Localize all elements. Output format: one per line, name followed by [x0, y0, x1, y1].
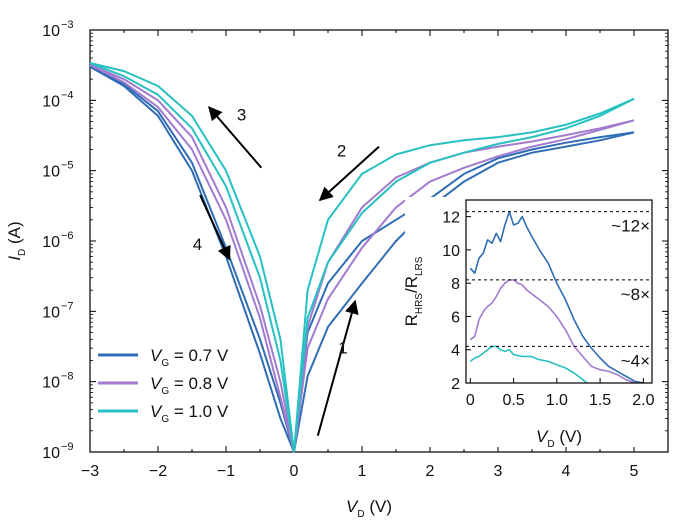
y-axis-title-unit: (A): [5, 221, 24, 248]
inset-x-tick-label: 0: [466, 392, 475, 409]
sweep-number-2: 2: [337, 141, 346, 160]
x-tick-label: −3: [81, 463, 99, 480]
legend-entry-sub: G: [161, 358, 169, 369]
y-tick-label: 10: [42, 93, 60, 110]
x-tick-label: 2: [426, 463, 435, 480]
x-tick-label: −1: [217, 463, 235, 480]
inset-x-tick-label: 2.0: [632, 392, 654, 409]
y-tick-exponent: −8: [61, 371, 74, 383]
inset-y-tick-label: 12: [442, 210, 460, 227]
y-axis-title-main: I: [5, 256, 24, 261]
y-axis-title-sub: D: [17, 249, 28, 256]
legend-entry-main: V: [150, 402, 163, 421]
y-tick-exponent: −3: [61, 19, 74, 31]
y-tick-exponent: −7: [61, 300, 74, 312]
legend-entry: VG = 0.8 V: [150, 374, 229, 397]
y-tick-label: 10: [42, 234, 60, 251]
legend-entry-value: = 0.7 V: [169, 346, 229, 365]
inset-series-0: [469, 210, 644, 384]
x-tick-label: 1: [358, 463, 367, 480]
sweep-number-3: 3: [237, 105, 246, 124]
inset-y-axis-title-sub2: LRS: [414, 256, 425, 276]
x-axis-title-unit: (V): [365, 497, 392, 516]
inset-reference-label: ~8×: [621, 285, 650, 304]
legend-entry-main: V: [150, 346, 163, 365]
x-tick-label: 0: [290, 463, 299, 480]
inset-x-tick-label: 1.0: [546, 392, 568, 409]
sweep-number-4: 4: [193, 235, 202, 254]
sweep-number-1: 1: [338, 339, 347, 358]
legend-entry-value: = 1.0 V: [169, 402, 229, 421]
y-tick-exponent: −9: [61, 441, 74, 453]
inset-x-axis-title-unit: (V): [555, 427, 582, 446]
y-tick-label: 10: [42, 375, 60, 392]
y-tick-exponent: −4: [61, 89, 74, 101]
y-axis-title: ID (A): [5, 221, 28, 260]
series-2-sweep-2: [293, 97, 635, 453]
legend-entry-sub: G: [161, 414, 169, 425]
inset-y-tick-label: 8: [451, 276, 460, 293]
y-tick-label: 10: [42, 445, 60, 462]
series-2-sweep-1: [293, 97, 635, 453]
inset-series-1: [469, 279, 635, 384]
series-0-sweep-3: [89, 65, 295, 453]
series-0-sweep-0: [89, 65, 295, 453]
series-1-sweep-3: [89, 63, 295, 453]
series-0-sweep-1: [293, 131, 635, 453]
inset-y-axis-title: RHRS/RLRS: [402, 256, 425, 326]
sweep-arrow-3: [208, 106, 263, 169]
legend-entry-main: V: [150, 374, 163, 393]
inset-x-tick-label: 1.5: [589, 392, 611, 409]
y-tick-label: 10: [42, 304, 60, 321]
series-1-sweep-1: [293, 119, 635, 453]
inset-y-tick-label: 10: [442, 243, 460, 260]
legend-entry: VG = 1.0 V: [150, 402, 229, 425]
x-tick-label: 5: [630, 463, 639, 480]
inset-x-tick-label: 0.5: [502, 392, 524, 409]
x-tick-label: 3: [494, 463, 503, 480]
y-tick-exponent: −5: [61, 160, 74, 172]
y-tick-label: 10: [42, 23, 60, 40]
inset-plot: ~12× ~8× ~4× 0 0.5 1.0 1.5 2.0 2 4 6 8 10 12 VD (V) RHR…: [402, 197, 660, 450]
inset-y-axis-title-sep: /R: [402, 276, 421, 293]
legend-entry-sub: G: [161, 386, 169, 397]
series-1-sweep-0: [89, 63, 295, 453]
legend-entry-value: = 0.8 V: [169, 374, 229, 393]
sweep-arrow-4: [199, 194, 231, 261]
sweep-arrow-2: [318, 145, 380, 202]
x-axis-title: VD (V): [346, 497, 392, 520]
inset-x-axis-title: VD (V): [536, 427, 582, 450]
inset-frame: [465, 199, 653, 384]
inset-reference-label: ~4×: [621, 351, 650, 370]
x-axis-title-sub: D: [357, 509, 364, 520]
inset-x-axis-title-sub: D: [547, 439, 554, 450]
inset-y-axis-title-main: R: [402, 314, 421, 326]
legend-entry: VG = 0.7 V: [150, 346, 229, 369]
series-2-sweep-3: [89, 62, 295, 453]
x-tick-label: −2: [149, 463, 167, 480]
inset-series-2: [469, 345, 588, 384]
inset-y-tick-label: 4: [451, 343, 460, 360]
inset-y-tick-label: 6: [451, 309, 460, 326]
inset-reference-label: ~12×: [611, 217, 650, 236]
x-tick-label: 4: [562, 463, 571, 480]
y-tick-label: 10: [42, 164, 60, 181]
series-0-sweep-2: [293, 131, 635, 453]
sweep-arrow-1: [316, 299, 359, 437]
inset-y-tick-label: 2: [451, 376, 460, 393]
inset-x-axis-title-main: V: [536, 427, 549, 446]
main-plot: −3 −2 −1 0 1 2 3 4 510−910−810−710−610−510−410−3…: [5, 19, 669, 520]
inset-y-axis-title-sub1: HRS: [414, 293, 425, 314]
y-tick-exponent: −6: [61, 230, 74, 242]
x-axis-title-main: V: [346, 497, 359, 516]
series-2-sweep-0: [89, 62, 295, 453]
